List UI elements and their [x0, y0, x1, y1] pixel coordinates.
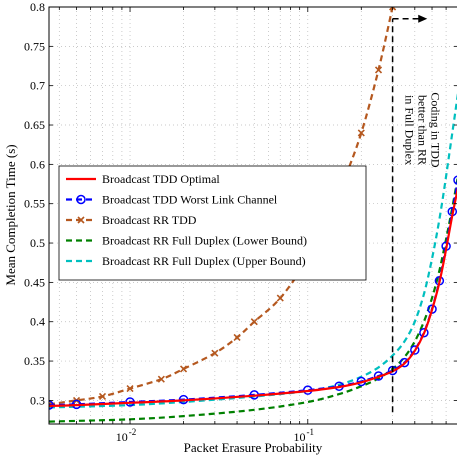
- series-line-broadcast-tdd-optimal: [49, 187, 457, 407]
- y-axis-label: Mean Completion Time (s): [3, 144, 18, 285]
- x-axis-label: Packet Erasure Probability: [184, 440, 323, 455]
- annotation: Coding in TDDbetter than RRin Full Duple…: [391, 14, 443, 413]
- series-layer: [49, 7, 457, 423]
- legend-label: Broadcast RR TDD: [102, 213, 197, 227]
- y-tick-label: 0.65: [24, 118, 45, 132]
- legend-label: Broadcast TDD Worst Link Channel: [102, 193, 278, 207]
- data-point: [126, 385, 134, 393]
- data-point: [98, 392, 107, 401]
- legend-label: Broadcast RR Full Duplex (Upper Bound): [102, 254, 306, 268]
- annotation-text: Coding in TDDbetter than RRin Full Duple…: [403, 92, 443, 167]
- y-tick-label: 0.75: [24, 39, 45, 53]
- y-tick-label: 0.7: [30, 79, 45, 93]
- legend-marker: [77, 216, 85, 224]
- y-tick-label: 0.6: [30, 157, 45, 171]
- data-point: [357, 129, 365, 137]
- legend-box: [58, 165, 367, 281]
- y-tick-label: 0.8: [30, 0, 45, 14]
- y-tick-label: 0.35: [24, 354, 45, 368]
- data-point: [419, 327, 429, 338]
- data-point: [453, 175, 457, 185]
- data-point: [389, 7, 397, 11]
- legend-marker: [76, 194, 86, 205]
- y-tick-label: 0.3: [30, 393, 45, 407]
- data-point: [276, 294, 284, 302]
- plot-frame: [48, 6, 457, 425]
- legend-label: Broadcast RR Full Duplex (Lower Bound): [102, 234, 307, 248]
- legend-item: Broadcast RR Full Duplex (Upper Bound): [66, 254, 306, 268]
- legend-label: Broadcast TDD Optimal: [102, 172, 220, 186]
- data-point: [157, 375, 165, 383]
- legend-item: Broadcast TDD Optimal: [66, 172, 220, 186]
- annotation-arrowhead: [418, 14, 428, 23]
- legend-item: Broadcast RR TDD: [66, 213, 197, 227]
- data-point: [211, 349, 219, 357]
- y-tick-label: 0.55: [24, 197, 45, 211]
- legend-item: Broadcast RR Full Duplex (Lower Bound): [66, 234, 307, 248]
- y-tick-label: 0.45: [24, 275, 45, 289]
- data-point: [250, 318, 258, 326]
- data-point: [233, 333, 241, 342]
- legend: Broadcast TDD Optimal Broadcast TDD Worst…: [58, 165, 367, 281]
- y-tick-label: 0.4: [30, 315, 45, 329]
- legend-item: Broadcast TDD Worst Link Channel: [66, 193, 278, 207]
- data-point: [399, 357, 410, 368]
- data-point: [410, 345, 420, 355]
- data-point: [374, 66, 383, 74]
- x-tick-label: 10-2: [116, 427, 137, 444]
- y-tick-label: 0.5: [30, 236, 45, 250]
- data-point: [179, 365, 188, 373]
